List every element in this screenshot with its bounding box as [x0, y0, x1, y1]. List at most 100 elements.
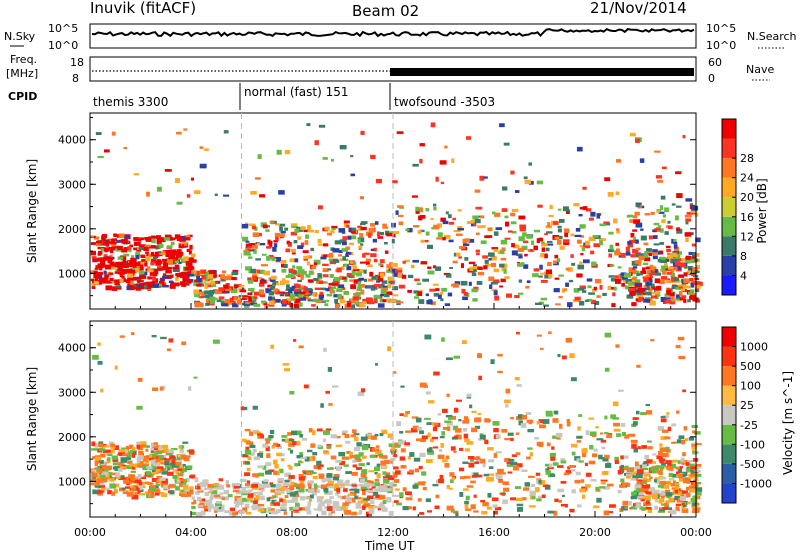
velocity-ytick-label: 4000: [58, 342, 86, 355]
power-scatter-cell: [147, 266, 151, 270]
velocity-scatter-cell: [422, 486, 427, 491]
velocity-scatter-cell: [441, 337, 445, 342]
velocity-scatter-cell: [129, 444, 134, 449]
velocity-scatter-cell: [287, 448, 291, 451]
power-scatter-cell: [223, 130, 229, 134]
power-scatter-cell: [161, 250, 165, 255]
velocity-scatter-cell: [286, 492, 291, 495]
power-scatter-cell: [387, 276, 395, 281]
velocity-scatter-cell: [639, 506, 643, 510]
power-scatter-cell: [146, 284, 150, 289]
power-scatter-cell: [204, 278, 208, 282]
velocity-scatter-cell: [98, 489, 105, 493]
power-scatter-cell: [491, 288, 498, 292]
velocity-scatter-cell: [254, 431, 262, 435]
velocity-scatter-cell: [326, 503, 331, 507]
velocity-scatter-cell: [538, 479, 542, 484]
power-scatter-cell: [471, 272, 477, 277]
velocity-scatter-cell: [530, 483, 535, 488]
power-scatter-cell: [359, 232, 364, 238]
power-scatter-cell: [402, 260, 406, 264]
velocity-scatter-cell: [553, 510, 558, 516]
power-scatter-cell: [101, 235, 106, 240]
power-scatter-cell: [357, 237, 365, 243]
velocity-scatter-cell: [408, 469, 415, 473]
power-scatter-cell: [253, 248, 257, 254]
power-scatter-cell: [635, 239, 639, 244]
velocity-scatter-cell: [330, 455, 337, 460]
power-scatter-cell: [695, 284, 701, 289]
power-scatter-cell: [234, 304, 239, 307]
power-scatter-cell: [119, 278, 124, 283]
power-scatter-cell: [468, 261, 476, 265]
power-scatter-cell: [308, 288, 313, 294]
velocity-colorbar-label: -1000: [740, 477, 772, 490]
power-scatter-cell: [643, 242, 649, 246]
power-scatter-cell: [504, 221, 510, 227]
power-scatter-cell: [659, 279, 665, 285]
power-scatter-cell: [363, 298, 369, 301]
velocity-scatter-cell: [546, 442, 551, 447]
velocity-scatter-cell: [468, 462, 475, 468]
power-scatter-cell: [370, 287, 376, 291]
power-scatter-cell: [666, 252, 671, 256]
power-colorbar-label: 4: [740, 269, 747, 282]
power-scatter-cell: [558, 274, 564, 277]
power-scatter-cell: [287, 243, 292, 247]
velocity-scatter-cell: [145, 445, 150, 448]
power-scatter-cell: [243, 249, 249, 253]
power-scatter-cell: [290, 231, 297, 236]
velocity-scatter-cell: [680, 439, 686, 445]
power-scatter-cell: [642, 292, 647, 295]
velocity-scatter-cell: [263, 483, 270, 488]
velocity-scatter-cell: [355, 502, 362, 508]
power-scatter-cell: [285, 301, 292, 306]
power-scatter-cell: [198, 296, 205, 299]
power-scatter-cell: [273, 240, 278, 243]
power-scatter-cell: [198, 289, 202, 292]
power-scatter-cell: [675, 279, 681, 283]
velocity-scatter-cell: [337, 479, 344, 485]
power-scatter-cell: [135, 254, 140, 260]
velocity-scatter-cell: [507, 471, 513, 474]
power-scatter-cell: [518, 236, 525, 242]
velocity-scatter-cell: [661, 462, 666, 467]
power-scatter-cell: [315, 279, 320, 284]
power-scatter-cell: [641, 288, 646, 292]
velocity-scatter-cell: [203, 487, 211, 491]
velocity-scatter-cell: [382, 471, 387, 475]
velocity-scatter-cell: [296, 455, 303, 459]
power-scatter-cell: [537, 204, 543, 208]
velocity-scatter-cell: [259, 495, 265, 498]
power-scatter-cell: [593, 286, 598, 291]
power-cbar-label: Power [dB]: [755, 178, 769, 243]
velocity-scatter-cell: [298, 476, 306, 481]
velocity-scatter-cell: [675, 474, 680, 478]
velocity-scatter-cell: [379, 433, 384, 437]
velocity-scatter-cell: [168, 484, 176, 488]
velocity-scatter-cell: [644, 485, 651, 488]
power-scatter-cell: [218, 296, 225, 300]
velocity-scatter-cell: [332, 502, 340, 508]
power-scatter-cell: [111, 241, 117, 245]
velocity-scatter-cell: [675, 503, 681, 507]
velocity-scatter-cell: [353, 433, 360, 436]
power-scatter-cell: [493, 290, 498, 296]
power-scatter-cell: [311, 304, 316, 307]
power-scatter-cell: [673, 244, 678, 249]
power-scatter-cell: [225, 283, 230, 286]
velocity-scatter-cell: [364, 503, 371, 508]
power-scatter-cell: [484, 259, 489, 264]
power-scatter-cell: [98, 265, 103, 271]
power-scatter-cell: [148, 236, 154, 241]
velocity-colorbar-label: -25: [740, 419, 758, 432]
power-scatter-cell: [526, 234, 533, 238]
velocity-scatter-cell: [695, 487, 703, 493]
power-scatter-cell: [311, 293, 316, 296]
power-scatter-cell: [518, 215, 526, 220]
power-scatter-cell: [259, 269, 265, 274]
power-scatter-cell: [582, 259, 590, 264]
velocity-scatter-cell: [676, 439, 682, 444]
velocity-scatter-cell: [191, 511, 196, 516]
power-scatter-cell: [159, 237, 166, 243]
